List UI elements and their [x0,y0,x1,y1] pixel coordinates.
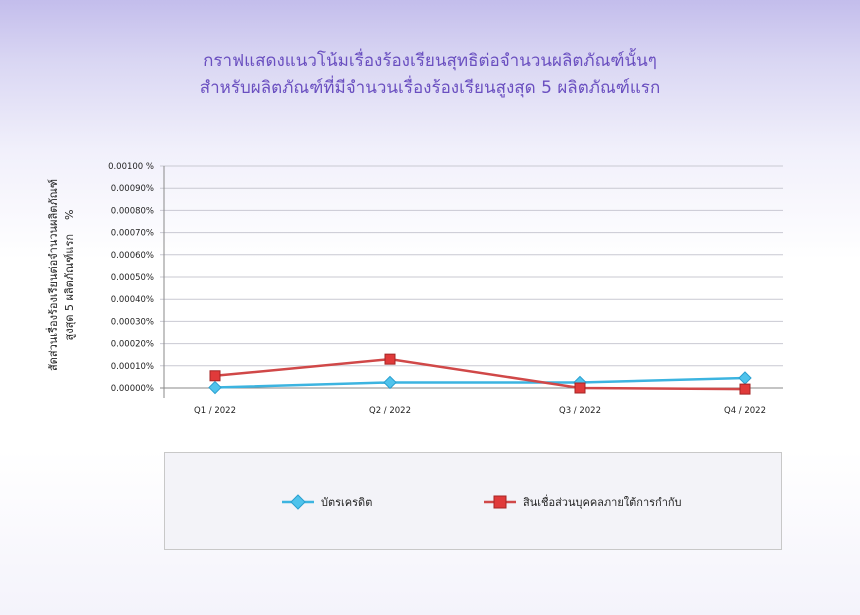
y-tick-label: 0.00070% [111,229,154,239]
y-tick-label: 0.00050% [111,273,154,283]
data-point-marker [574,382,586,394]
x-tick-label: Q3 / 2022 [559,406,601,416]
y-tick-label: 0.00020% [111,340,154,350]
data-point-marker [208,380,222,395]
y-tick-label: 0.00080% [111,206,154,216]
x-tick-label: Q2 / 2022 [369,406,411,416]
legend-marker-cube-icon [484,495,516,509]
x-tick-labels: Q1 / 2022 Q2 / 2022 Q3 / 2022 Q4 / 2022 [194,406,766,416]
data-point-marker [384,353,396,365]
y-tick-label: 0.00090% [111,184,154,194]
legend-item-credit-card: บัตรเครดิต [281,493,372,511]
axes [163,166,783,398]
series-line [214,376,746,389]
x-tick-label: Q4 / 2022 [724,406,766,416]
chart-title-line1: กราฟแสดงแนวโน้มเรื่องร้องเรียนสุทธิต่อจำ… [203,51,657,71]
series-group [208,353,752,395]
series-line [214,357,746,391]
y-tick-labels: 0.00000% 0.00010% 0.00020% 0.00030% 0.00040%… [108,162,154,394]
y-tick-label: 0.00000% [111,384,154,394]
x-tick-label: Q1 / 2022 [194,406,236,416]
y-tick-label: 0.00010% [111,362,154,372]
data-point-marker [738,371,752,385]
y-tick-label: 0.00060% [111,251,154,261]
y-tick-label: 0.00100 % [108,162,154,172]
y-tick-label: 0.00040% [111,295,154,305]
data-point-marker [739,383,751,395]
legend-marker-diamond-icon [282,494,314,510]
legend-label-credit-card: บัตรเครดิต [321,496,373,509]
data-point-marker [383,375,397,390]
chart-title: กราฟแสดงแนวโน้มเรื่องร้องเรียนสุทธิต่อจำ… [0,48,860,102]
grid-lines [160,165,783,389]
y-tick-label: 0.00030% [111,317,154,327]
data-point-marker [209,370,221,382]
legend-item-personal-loan: สินเชื่อส่วนบุคคลภายใต้การกำกับ [483,493,682,511]
legend: บัตรเครดิต สินเชื่อส่วนบุคคลภายใต้การกำก… [164,452,782,550]
legend-label-personal-loan: สินเชื่อส่วนบุคคลภายใต้การกำกับ [523,496,682,509]
chart-title-line2: สำหรับผลิตภัณฑ์ที่มีจำนวนเรื่องร้องเรียน… [199,78,661,98]
line-chart: 0.00000% 0.00010% 0.00020% 0.00030% 0.00040%… [108,162,783,416]
